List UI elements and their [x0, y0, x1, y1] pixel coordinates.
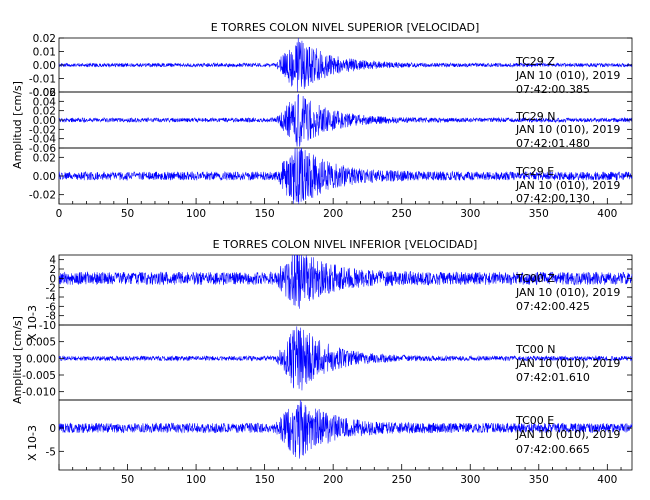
lower-y-axis-label: Amplitud [cm/s] [11, 316, 24, 404]
upper-x-axis-tick-label: 200 [323, 208, 343, 220]
upper-panel-n-station: TC29 N [515, 110, 555, 123]
lower-chart: E TORRES COLON NIVEL INFERIOR [VELOCIDAD… [11, 238, 633, 486]
lower-z-scale-note: X 10-3 [26, 305, 39, 341]
lower-chart-title: E TORRES COLON NIVEL INFERIOR [VELOCIDAD… [213, 238, 478, 251]
lower-panel-z: 420-2-4-6-8-10 TC00 Z JAN 10 (010), 2019… [39, 254, 633, 332]
lower-panel-z-trace [58, 254, 633, 309]
lower-panel-z-date: JAN 10 (010), 2019 [515, 286, 620, 299]
upper-panel-n-waveform-line [58, 93, 633, 147]
upper-panel-e-ytick-label: 0.00 [33, 171, 56, 183]
upper-y-axis-label: Amplitud [cm/s] [11, 81, 24, 169]
lower-panel-e: 0 -5 TC00 E JAN 10 (010), 2019 07:42:00.6… [46, 399, 633, 471]
lower-x-axis-tick-label: 250 [392, 474, 412, 486]
lower-panel-n-yaxis: 0.005 0.000 -0.005 -0.010 [22, 337, 632, 399]
lower-x-axis-tick-label: 150 [255, 474, 275, 486]
upper-panel-z-ytick-label: 0.00 [33, 60, 56, 72]
lower-panel-z-ytick-label: -8 [46, 311, 56, 323]
lower-panel-n-ytick-label: 0.005 [26, 337, 56, 349]
lower-panel-e-station: TC00 E [515, 414, 554, 427]
upper-panel-n-ytick-label: -0.06 [29, 143, 56, 155]
lower-panel-n: 0.005 0.000 -0.005 -0.010 TC00 N JAN 10 (01… [22, 324, 633, 401]
lower-panel-n-station: TC00 N [515, 343, 555, 356]
lower-panel-n-ytick-label: 0.000 [26, 353, 56, 365]
lower-panel-n-date: JAN 10 (010), 2019 [515, 357, 620, 370]
upper-panel-n-ytick-label: -0.02 [29, 124, 56, 136]
lower-panel-e-ytick-label: 0 [49, 423, 56, 435]
upper-panel-n-ytick-label: -0.04 [29, 134, 56, 146]
upper-panel-n-yaxis: 0.060.040.020.00-0.02-0.04-0.06 [29, 87, 632, 155]
upper-panel-n-time: 07:42:01.480 [516, 137, 590, 150]
upper-panel-e-ytick-label: -0.02 [29, 190, 56, 202]
upper-panel-e-ytick-label: 0.02 [33, 152, 56, 164]
lower-panel-e-time: 07:42:00.665 [516, 443, 590, 456]
upper-x-axis-tick-label: 50 [121, 208, 134, 220]
lower-panel-z-ytick-label: -6 [46, 301, 57, 313]
lower-panel-z-time: 07:42:00.425 [516, 300, 590, 313]
upper-panel-n-ytick-label: 0.00 [33, 115, 56, 127]
upper-panel-e: 0.020.00-0.02 TC29 E JAN 10 (010), 2019 … [29, 147, 633, 205]
lower-x-axis-tick-label: 200 [323, 474, 343, 486]
upper-panel-n-ytick-label: 0.02 [33, 106, 56, 118]
upper-panel-z-station: TC29 Z [515, 55, 555, 68]
upper-panel-e-yaxis: 0.02 0.00 -0.02 [29, 152, 632, 202]
upper-panel-z-ytick-label: -0.01 [29, 74, 56, 86]
lower-panel-e-trace [58, 399, 633, 459]
upper-panel-z-ytick-label: 0.01 [33, 47, 56, 59]
upper-panel-z-time: 07:42:00.385 [516, 83, 590, 96]
lower-panel-z-ytick-label: -10 [39, 320, 56, 332]
upper-panel-e-date: JAN 10 (010), 2019 [515, 179, 620, 192]
lower-panel-e-frame [58, 399, 633, 471]
lower-panel-n-waveform-line [58, 326, 633, 391]
upper-panel-n: 0.060.040.020.00-0.02-0.04-0.06 TC29 N J… [29, 87, 633, 155]
lower-panel-e-ytick-label: -5 [46, 446, 56, 458]
upper-panel-z-yaxis: 0.02 0.010.00 -0.01-0.02 [29, 33, 632, 99]
lower-x-axis: 50 100 150 200 250 300 350 400 [58, 464, 622, 486]
lower-panel-z-ytick-label: 0 [49, 273, 56, 285]
upper-x-axis-tick-label: 350 [529, 208, 549, 220]
upper-panel-z-ytick-label: -0.02 [29, 87, 56, 99]
lower-panel-z-ytick-label: -4 [46, 292, 57, 304]
lower-x-axis-tick-label: 50 [121, 474, 134, 486]
upper-panel-n-trace [58, 93, 633, 147]
lower-panel-n-ytick-label: -0.010 [22, 387, 56, 399]
upper-panel-n-ytick-label: 0.04 [33, 96, 57, 108]
upper-x-axis: 0 50 100 150 200 250 300 350 400 [56, 198, 622, 220]
upper-panel-e-time: 07:42:00.130 [516, 192, 590, 205]
upper-panel-n-ytick-label: 0.06 [33, 87, 57, 99]
upper-panel-z-waveform-line [58, 37, 633, 93]
lower-panel-n-ytick-label: -0.005 [22, 370, 56, 382]
upper-panel-z-ytick-label: 0.02 [33, 33, 56, 45]
lower-panel-e-waveform-line [58, 399, 633, 459]
lower-e-scale-note: X 10-3 [26, 425, 39, 461]
upper-panel-n-date: JAN 10 (010), 2019 [515, 123, 620, 136]
upper-x-axis-tick-label: 0 [56, 208, 63, 220]
upper-panel-z-date: JAN 10 (010), 2019 [515, 69, 620, 82]
lower-panel-n-time: 07:42:01.610 [516, 371, 590, 384]
lower-x-axis-tick-label: 100 [186, 474, 206, 486]
upper-panel-e-station: TC29 E [515, 165, 554, 178]
lower-x-axis-tick-label: 300 [460, 474, 480, 486]
lower-panel-z-ytick-label: 4 [49, 255, 56, 267]
upper-panel-z: 0.02 0.010.00 -0.01-0.02 TC29 Z JAN 10 (01… [29, 33, 633, 99]
upper-x-axis-tick-label: 100 [186, 208, 206, 220]
upper-panel-e-trace [58, 147, 633, 205]
upper-x-axis-tick-label: 400 [597, 208, 617, 220]
upper-panel-z-trace [58, 37, 633, 93]
lower-panel-z-station: TC00 Z [515, 272, 555, 285]
lower-x-axis-tick-label: 400 [597, 474, 617, 486]
lower-panel-n-trace [58, 326, 633, 391]
lower-panel-z-waveform-line [58, 254, 633, 309]
lower-panel-z-ytick-label: -2 [46, 283, 56, 295]
upper-panel-e-waveform-line [58, 147, 633, 205]
upper-chart: E TORRES COLON NIVEL SUPERIOR [VELOCIDAD… [11, 21, 633, 220]
upper-x-axis-tick-label: 300 [460, 208, 480, 220]
upper-x-axis-tick-label: 250 [392, 208, 412, 220]
upper-chart-title: E TORRES COLON NIVEL SUPERIOR [VELOCIDAD… [211, 21, 480, 34]
lower-x-axis-tick-label: 350 [529, 474, 549, 486]
lower-panel-z-ytick-label: 2 [49, 264, 56, 276]
lower-panel-e-yaxis: 0 -5 [46, 423, 632, 458]
lower-panel-e-date: JAN 10 (010), 2019 [515, 428, 620, 441]
upper-x-axis-tick-label: 150 [255, 208, 275, 220]
